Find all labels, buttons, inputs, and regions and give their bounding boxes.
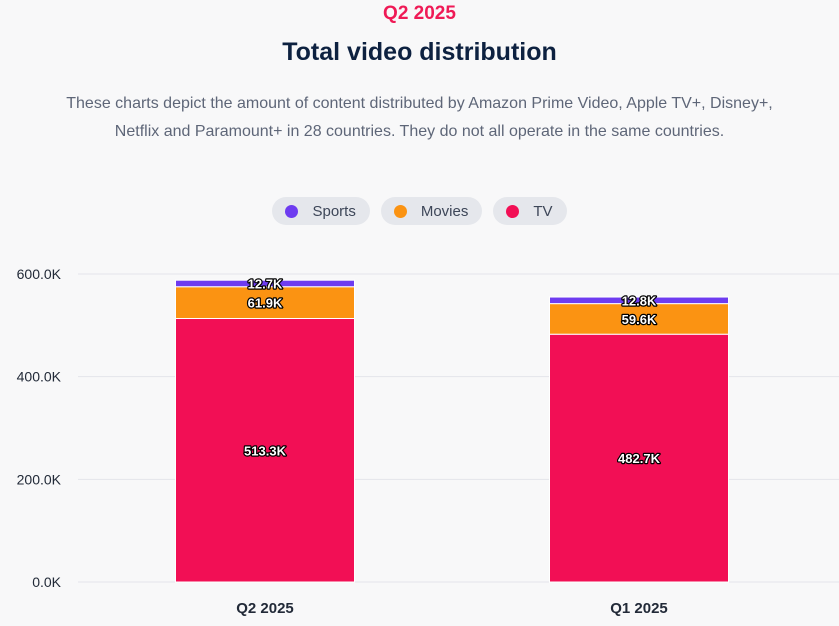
- data-label-sports-q1-2025: 12.8K: [622, 293, 657, 308]
- period-heading: Q2 2025: [383, 3, 456, 24]
- x-category-label-0: Q2 2025: [236, 600, 294, 617]
- bar-sports-q1-2025: [549, 296, 729, 305]
- legend-dot-movies: [393, 204, 407, 218]
- description-line-2: Netflix and Paramount+ in 28 countries. …: [114, 123, 725, 140]
- bar-sports-q2-2025: [175, 279, 355, 288]
- data-label-tv-q1-2025: 482.7K: [618, 451, 661, 466]
- legend-label-tv: TV: [533, 202, 553, 220]
- x-category-label-1: Q1 2025: [610, 600, 668, 617]
- y-tick-label-2: 400.0K: [17, 369, 62, 385]
- y-tick-label-0: 0.0K: [32, 574, 61, 590]
- y-tick-label-1: 200.0K: [17, 471, 62, 487]
- legend-item-movies[interactable]: Movies: [380, 197, 483, 225]
- description-line-1: These charts depict the amount of conten…: [66, 95, 773, 112]
- bar-tv-q2-2025: [175, 318, 355, 583]
- bar-tv-q1-2025: [549, 333, 729, 583]
- data-label-tv-q2-2025: 513.3K: [244, 443, 287, 458]
- legend-item-sports[interactable]: Sports: [272, 197, 370, 225]
- data-label-sports-q2-2025: 12.7K: [248, 276, 283, 291]
- legend-label-movies: Movies: [420, 202, 469, 220]
- y-tick-label-3: 600.0K: [17, 266, 62, 282]
- legend-dot-tv: [506, 204, 520, 218]
- legend-item-tv[interactable]: TV: [493, 197, 567, 225]
- chart-description: These charts depict the amount of conten…: [0, 90, 839, 146]
- bar-movies-q2-2025: [175, 286, 355, 320]
- data-label-movies-q2-2025: 61.9K: [248, 296, 283, 311]
- legend-dot-sports: [285, 204, 299, 218]
- chart-title: Total video distribution: [282, 38, 557, 66]
- legend-label-sports: Sports: [312, 202, 356, 220]
- chart-legend: Sports Movies TV: [0, 197, 839, 225]
- data-label-movies-q1-2025: 59.6K: [622, 312, 657, 327]
- bar-movies-q1-2025: [549, 303, 729, 335]
